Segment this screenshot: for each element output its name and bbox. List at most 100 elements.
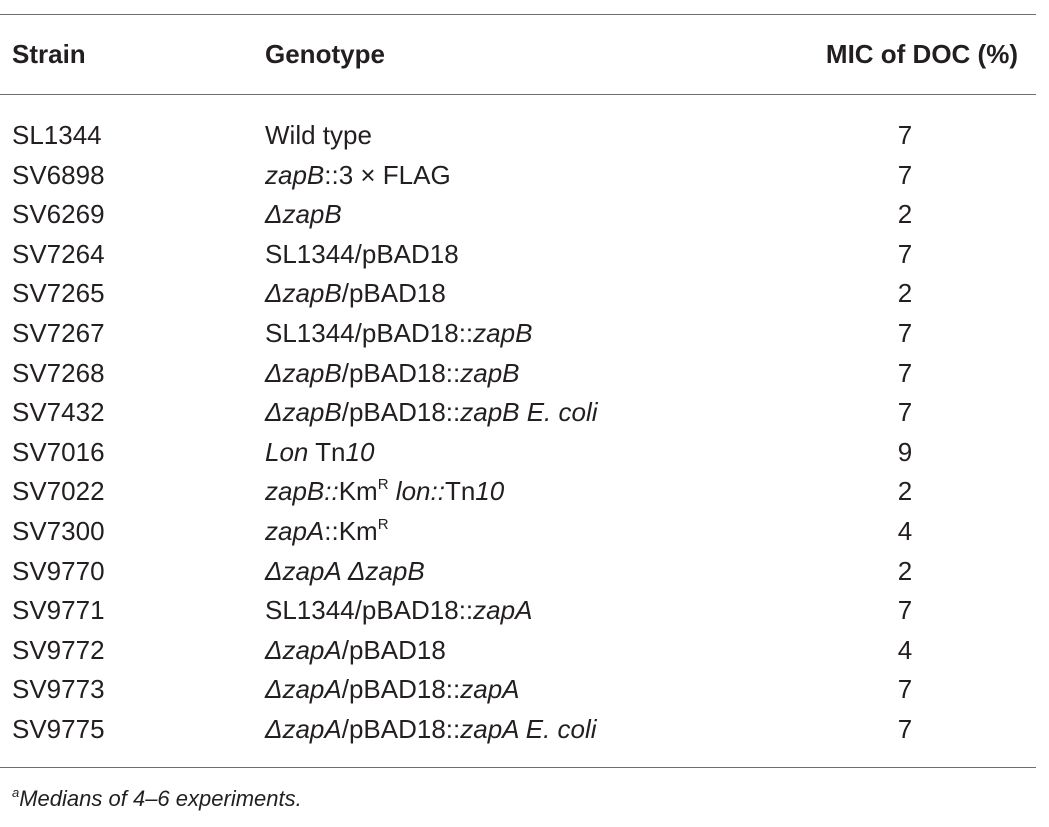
mic-cell: 7 [897, 120, 913, 150]
table-row: SV7016 Lon Tn10 9 [0, 433, 1049, 473]
genotype-segment: ΔzapB [265, 278, 342, 309]
header-mic: MIC of DOC (%) [825, 39, 1018, 69]
table-row: SV6269 ΔzapB 2 [0, 195, 1049, 235]
genotype-segment [389, 476, 396, 506]
table-row: SV7432 ΔzapB/pBAD18::zapB E. coli 7 [0, 393, 1049, 433]
genotype-cell: zapB::3 × FLAG [265, 156, 451, 196]
genotype-segment: /pBAD18:: [341, 357, 461, 388]
genotype-segment: ΔzapA ΔzapB [265, 555, 425, 586]
genotype-segment: zapB [265, 159, 325, 190]
strain-cell: SV9771 [12, 595, 105, 626]
genotype-segment: 10 [475, 476, 505, 507]
table-row: SV6898 zapB::3 × FLAG 7 [0, 156, 1049, 196]
genotype-cell: Lon Tn10 [265, 433, 374, 473]
genotype-segment: Tn [444, 476, 476, 507]
strain-cell: SV7016 [12, 436, 105, 467]
strain-cell: SV7300 [12, 515, 105, 546]
genotype-segment: Km [338, 476, 378, 507]
genotype-cell: ΔzapA/pBAD18 [265, 631, 446, 671]
table-row: SV7267 SL1344/pBAD18::zapB 7 [0, 314, 1049, 354]
genotype-segment: SL1344/pBAD18:: [265, 317, 474, 348]
strain-cell: SV9772 [12, 634, 105, 665]
strain-cell: SV9775 [12, 713, 105, 744]
genotype-segment: /pBAD18 [341, 634, 446, 665]
genotype-cell: zapA::KmR [265, 512, 389, 552]
genotype-cell: ΔzapB/pBAD18::zapB E. coli [265, 393, 598, 433]
table-row: SV9770 ΔzapA ΔzapB 2 [0, 552, 1049, 592]
genotype-segment: ::Km [324, 515, 378, 546]
genotype-cell: ΔzapA/pBAD18::zapA [265, 670, 520, 710]
genotype-cell: ΔzapA/pBAD18::zapA E. coli [265, 710, 597, 750]
genotype-segment: zapA [473, 595, 533, 626]
table-row: SV9775 ΔzapA/pBAD18::zapA E. coli 7 [0, 710, 1049, 750]
table-row: SL1344 Wild type 7 [0, 116, 1049, 156]
table-row: SV7265 ΔzapB/pBAD18 2 [0, 274, 1049, 314]
strain-cell: SV6269 [12, 199, 105, 230]
table-top-rule [0, 14, 1036, 15]
mic-cell: 7 [897, 238, 913, 269]
genotype-segment: ΔzapA [265, 713, 342, 744]
mic-cell: 2 [897, 199, 913, 230]
genotype-segment: 10 [345, 436, 375, 467]
mic-cell: 9 [897, 436, 913, 467]
genotype-cell: ΔzapB/pBAD18::zapB [265, 354, 520, 394]
footnote-marker: a [12, 785, 20, 800]
mic-cell: 7 [897, 595, 913, 626]
mic-cell: 2 [897, 278, 913, 309]
genotype-segment: zapB:: [265, 476, 339, 507]
table-row: SV9772 ΔzapA/pBAD18 4 [0, 631, 1049, 671]
genotype-segment: ΔzapB [265, 397, 342, 428]
genotype-segment: ΔzapA [265, 674, 342, 705]
genotype-cell: ΔzapB/pBAD18 [265, 274, 446, 314]
strain-cell: SL1344 [12, 120, 102, 150]
strain-cell: SV7264 [12, 238, 105, 269]
genotype-cell: SL1344/pBAD18 [265, 235, 459, 275]
strain-cell: SV6898 [12, 159, 105, 190]
table-body: SL1344 Wild type 7 SV6898 zapB::3 × FLAG 7 SV6… [0, 116, 1049, 750]
genotype-segment: /pBAD18:: [341, 674, 461, 705]
genotype-segment: zapB E. coli [460, 397, 598, 428]
table-bottom-rule [0, 767, 1036, 768]
genotype-segment: zapA E. coli [460, 713, 597, 744]
mic-cell: 7 [897, 159, 913, 190]
table-row: SV9771 SL1344/pBAD18::zapA 7 [0, 591, 1049, 631]
genotype-superscript: R [377, 476, 389, 494]
strain-cell: SV9770 [12, 555, 105, 586]
table-row: SV7268 ΔzapB/pBAD18::zapB 7 [0, 354, 1049, 394]
table-footnote: aMedians of 4–6 experiments. [12, 781, 302, 817]
header-strain: Strain [12, 39, 86, 69]
genotype-segment: ΔzapB [265, 199, 342, 230]
genotype-cell: SL1344/pBAD18::zapA [265, 591, 532, 631]
footnote-text: Medians of 4–6 experiments. [19, 786, 302, 811]
genotype-segment: zapB [473, 317, 533, 348]
genotype-segment: SL1344/pBAD18 [265, 238, 459, 269]
genotype-cell: Wild type [265, 116, 372, 156]
genotype-segment: SL1344/pBAD18:: [265, 595, 474, 626]
mic-cell: 2 [897, 476, 913, 507]
table-row: SV7022 zapB::KmR lon::Tn10 2 [0, 472, 1049, 512]
header-genotype: Genotype [265, 39, 385, 69]
strain-cell: SV7432 [12, 397, 105, 428]
table-row: SV7264 SL1344/pBAD18 7 [0, 235, 1049, 275]
mic-cell: 4 [897, 515, 913, 546]
genotype-cell: zapB::KmR lon::Tn10 [265, 472, 504, 512]
strain-cell: SV7268 [12, 357, 105, 388]
genotype-segment: Tn [308, 436, 346, 467]
strain-cell: SV7022 [12, 476, 105, 507]
mic-cell: 7 [897, 674, 913, 705]
mic-cell: 7 [897, 713, 913, 744]
table-row: SV9773 ΔzapA/pBAD18::zapA 7 [0, 670, 1049, 710]
genotype-cell: SL1344/pBAD18::zapB [265, 314, 532, 354]
strain-cell: SV9773 [12, 674, 105, 705]
mic-cell: 7 [897, 397, 913, 428]
mic-cell: 2 [897, 555, 913, 586]
genotype-superscript: R [377, 515, 389, 533]
genotype-segment: Wild type [265, 120, 372, 150]
genotype-segment: zapA [265, 515, 325, 546]
genotype-segment: Lon [265, 436, 309, 467]
genotype-segment: ΔzapB [265, 357, 342, 388]
strain-cell: SV7267 [12, 317, 105, 348]
genotype-segment: /pBAD18 [341, 278, 446, 309]
strain-cell: SV7265 [12, 278, 105, 309]
